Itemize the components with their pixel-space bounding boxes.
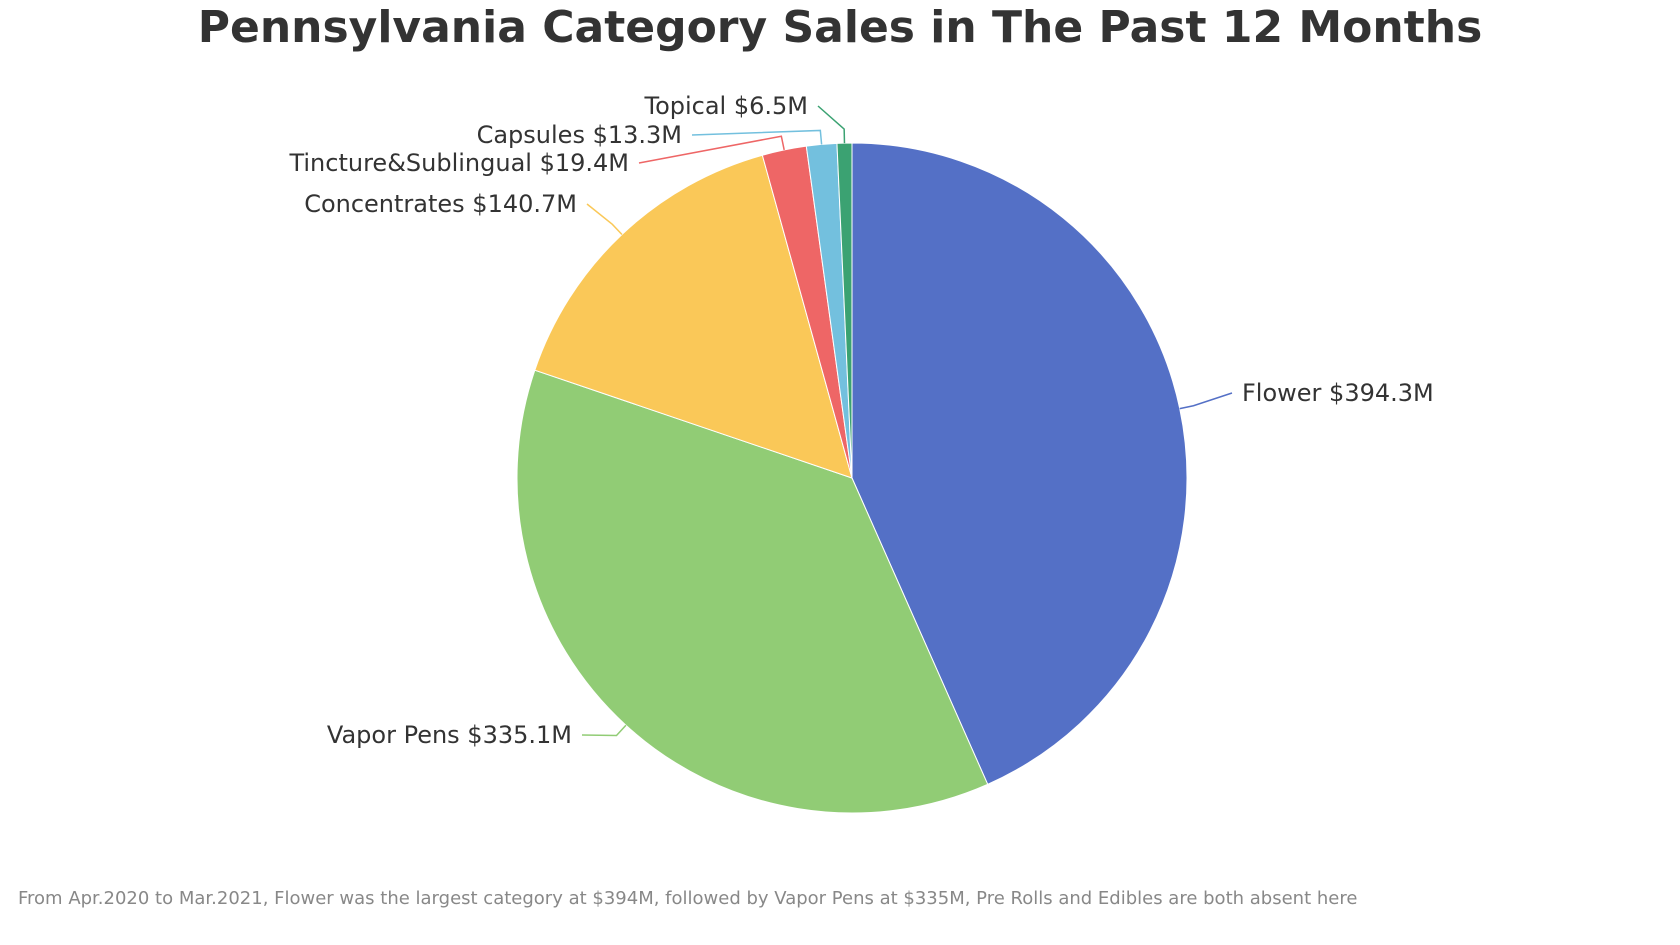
pie-label-tincture-sublingual: Tincture&Sublingual $19.4M (288, 149, 629, 177)
pie-slice-vapor-pens[interactable] (516, 369, 989, 814)
pie-label-vapor-pens: Vapor Pens $335.1M (327, 721, 572, 749)
pie-slice-topical[interactable] (836, 142, 853, 479)
leader-line-topical (817, 105, 846, 144)
pie-slice-flower[interactable] (851, 142, 1188, 785)
chart-title: Pennsylvania Category Sales in The Past … (197, 2, 1483, 53)
pie-labels: Flower $394.3M Vapor Pens $335.1M Concentr… (288, 92, 1433, 749)
pie-label-concentrates: Concentrates $140.7M (304, 190, 577, 218)
pie-leader-lines (581, 105, 1233, 737)
leader-line-concentrates (586, 203, 623, 235)
footnote: From Apr.2020 to Mar.2021, Flower was th… (18, 888, 1358, 909)
pie-label-flower: Flower $394.3M (1242, 379, 1434, 407)
pie-slices (516, 142, 1188, 814)
pie-label-topical: Topical $6.5M (643, 92, 808, 120)
pie-label-capsules: Capsules $13.3M (477, 121, 682, 149)
leader-line-capsules (691, 129, 823, 145)
leader-line-vapor-pens (581, 724, 627, 737)
leader-line-tincture-sublingual (638, 135, 785, 164)
leader-line-flower (1179, 392, 1233, 410)
